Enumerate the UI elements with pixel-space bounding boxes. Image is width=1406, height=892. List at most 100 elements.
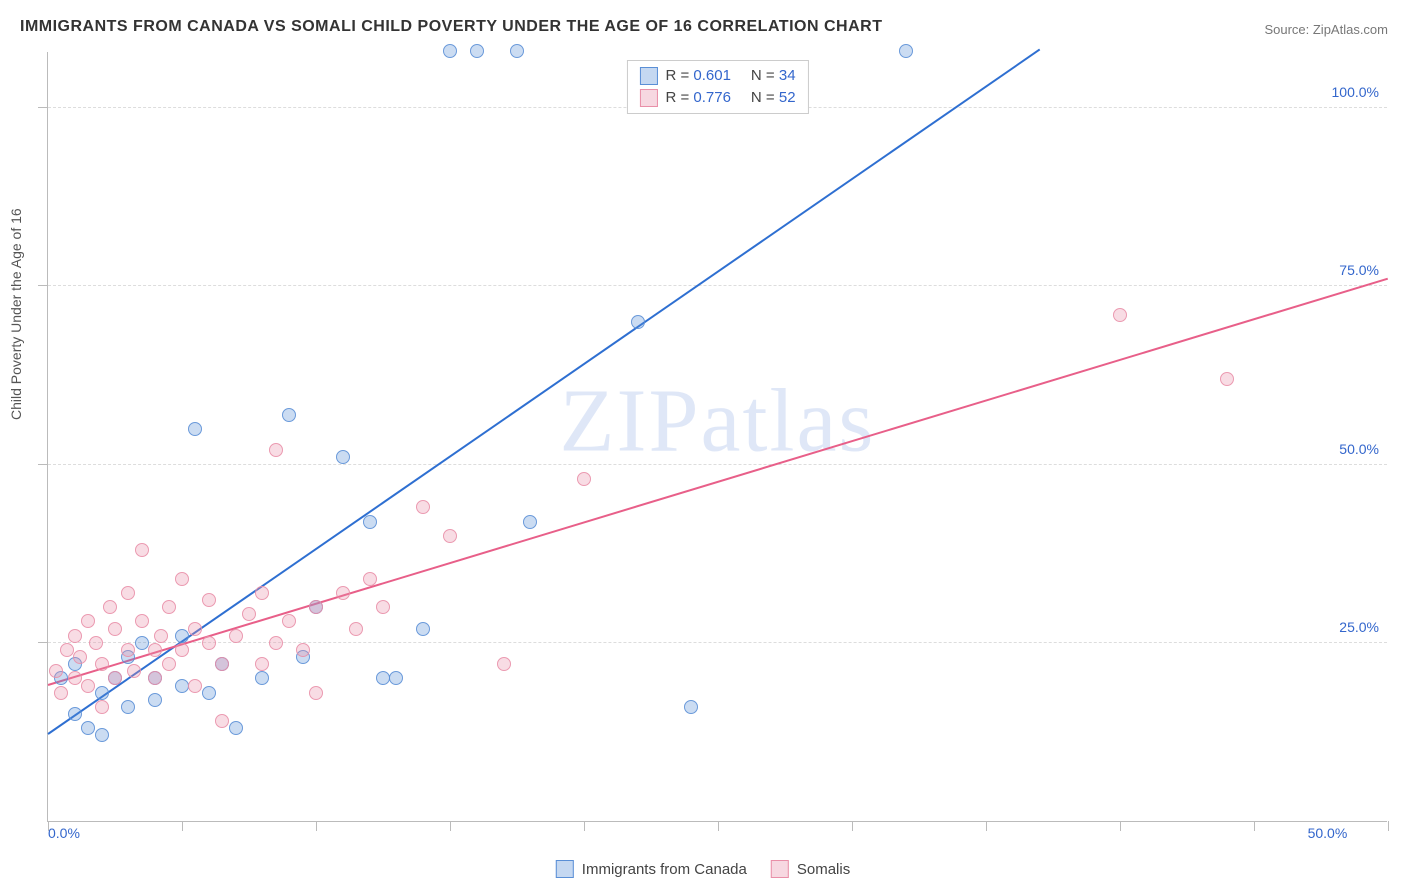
data-point xyxy=(269,443,283,457)
data-point xyxy=(416,500,430,514)
data-point xyxy=(108,622,122,636)
y-tick-label: 25.0% xyxy=(1339,619,1379,635)
data-point xyxy=(899,44,913,58)
data-point xyxy=(416,622,430,636)
data-point xyxy=(215,714,229,728)
data-point xyxy=(229,629,243,643)
data-point xyxy=(349,622,363,636)
data-point xyxy=(577,472,591,486)
x-tick xyxy=(1254,821,1255,831)
data-point xyxy=(81,721,95,735)
data-point xyxy=(363,572,377,586)
data-point xyxy=(148,671,162,685)
legend-n: N = 52 xyxy=(751,87,796,109)
x-tick xyxy=(852,821,853,831)
data-point xyxy=(188,622,202,636)
legend-item: Somalis xyxy=(771,860,850,878)
x-tick xyxy=(450,821,451,831)
data-point xyxy=(60,643,74,657)
data-point xyxy=(162,600,176,614)
data-point xyxy=(95,686,109,700)
data-point xyxy=(510,44,524,58)
data-point xyxy=(497,657,511,671)
x-tick xyxy=(986,821,987,831)
chart-title: IMMIGRANTS FROM CANADA VS SOMALI CHILD P… xyxy=(20,18,882,36)
y-tick xyxy=(38,464,48,465)
data-point xyxy=(175,629,189,643)
legend-label: Immigrants from Canada xyxy=(582,861,747,878)
plot-area: ZIPatlas R = 0.601N = 34R = 0.776N = 52 … xyxy=(47,52,1387,822)
data-point xyxy=(1220,372,1234,386)
source-link[interactable]: ZipAtlas.com xyxy=(1313,22,1388,37)
y-tick xyxy=(38,285,48,286)
y-tick-label: 50.0% xyxy=(1339,441,1379,457)
data-point xyxy=(1113,308,1127,322)
x-tick xyxy=(1120,821,1121,831)
data-point xyxy=(255,657,269,671)
data-point xyxy=(121,586,135,600)
data-point xyxy=(376,671,390,685)
data-point xyxy=(229,721,243,735)
legend-swatch xyxy=(639,89,657,107)
data-point xyxy=(523,515,537,529)
data-point xyxy=(255,671,269,685)
data-point xyxy=(108,671,122,685)
data-point xyxy=(68,671,82,685)
data-point xyxy=(202,686,216,700)
legend-item: Immigrants from Canada xyxy=(556,860,747,878)
data-point xyxy=(81,614,95,628)
data-point xyxy=(135,543,149,557)
y-tick-label: 100.0% xyxy=(1332,84,1379,100)
legend-row: R = 0.776 N = 52 xyxy=(639,87,795,109)
data-point xyxy=(95,728,109,742)
data-point xyxy=(684,700,698,714)
x-tick xyxy=(316,821,317,831)
data-point xyxy=(296,643,310,657)
data-point xyxy=(631,315,645,329)
source-prefix: Source: xyxy=(1264,22,1312,37)
data-point xyxy=(135,614,149,628)
x-tick xyxy=(718,821,719,831)
data-point xyxy=(336,450,350,464)
x-tick xyxy=(182,821,183,831)
x-tick-label: 50.0% xyxy=(1308,825,1348,841)
regression-line xyxy=(48,277,1389,685)
gridline xyxy=(48,285,1387,286)
data-point xyxy=(175,679,189,693)
data-point xyxy=(443,44,457,58)
legend-r: R = 0.776 xyxy=(665,87,730,109)
data-point xyxy=(162,657,176,671)
legend-r: R = 0.601 xyxy=(665,65,730,87)
data-point xyxy=(68,629,82,643)
data-point xyxy=(269,636,283,650)
legend-swatch xyxy=(639,67,657,85)
legend-row: R = 0.601 N = 34 xyxy=(639,65,795,87)
series-legend: Immigrants from Canada Somalis xyxy=(556,860,850,878)
y-axis-label: Child Poverty Under the Age of 16 xyxy=(8,208,24,420)
x-tick xyxy=(1388,821,1389,831)
data-point xyxy=(363,515,377,529)
data-point xyxy=(188,422,202,436)
data-point xyxy=(175,643,189,657)
legend-swatch xyxy=(556,860,574,878)
data-point xyxy=(202,636,216,650)
y-tick xyxy=(38,107,48,108)
legend-label: Somalis xyxy=(797,861,850,878)
data-point xyxy=(121,700,135,714)
data-point xyxy=(49,664,63,678)
legend-n: N = 34 xyxy=(751,65,796,87)
data-point xyxy=(81,679,95,693)
gridline xyxy=(48,642,1387,643)
data-point xyxy=(148,693,162,707)
x-tick-label: 0.0% xyxy=(48,825,80,841)
watermark-bold: ZIP xyxy=(560,372,701,471)
data-point xyxy=(309,600,323,614)
data-point xyxy=(309,686,323,700)
legend-swatch xyxy=(771,860,789,878)
data-point xyxy=(175,572,189,586)
data-point xyxy=(103,600,117,614)
data-point xyxy=(282,614,296,628)
data-point xyxy=(95,700,109,714)
data-point xyxy=(215,657,229,671)
x-tick xyxy=(584,821,585,831)
